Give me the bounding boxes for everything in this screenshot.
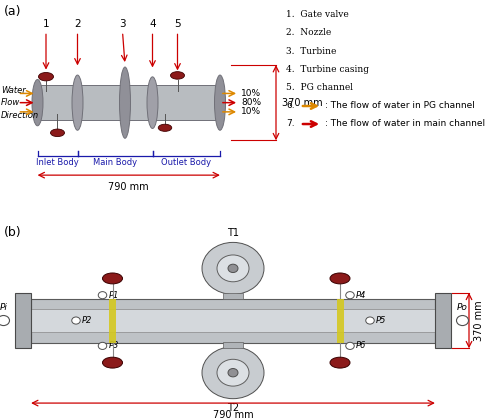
Text: Po: Po [457,303,468,312]
Ellipse shape [170,72,184,79]
Text: (a): (a) [4,5,21,18]
Text: T2: T2 [227,403,239,413]
Ellipse shape [72,317,80,324]
Ellipse shape [202,242,264,295]
Ellipse shape [0,316,10,326]
Ellipse shape [32,80,43,126]
Text: 4.  Turbine casing: 4. Turbine casing [286,65,369,73]
Bar [336,299,344,343]
Text: 5.  PG channel: 5. PG channel [286,83,353,91]
Ellipse shape [120,67,130,138]
Ellipse shape [330,357,350,368]
Text: 370 mm: 370 mm [282,98,323,108]
Text: 3.  Turbine: 3. Turbine [286,47,337,55]
Ellipse shape [158,124,172,132]
Ellipse shape [72,75,83,130]
Text: 2.  Nozzle: 2. Nozzle [286,28,331,37]
Bar [223,342,243,349]
Text: 80%: 80% [241,98,261,107]
Text: 790 mm: 790 mm [108,182,149,192]
Text: 1: 1 [42,19,50,29]
Text: P6: P6 [356,341,366,350]
Text: P5: P5 [376,316,386,325]
Ellipse shape [217,359,249,386]
Text: P4: P4 [356,291,366,300]
Ellipse shape [366,317,374,324]
Ellipse shape [346,342,354,349]
Text: 6.: 6. [286,101,294,109]
Text: Water: Water [1,85,26,95]
Text: 1.  Gate valve: 1. Gate valve [286,10,349,19]
Bar [223,292,243,299]
Ellipse shape [202,347,264,399]
Text: 7.: 7. [286,119,294,127]
Ellipse shape [217,255,249,282]
Text: Main Body: Main Body [93,158,137,166]
Text: 3: 3 [119,19,126,29]
Ellipse shape [98,292,106,299]
Ellipse shape [228,369,238,377]
Bar [109,299,116,343]
Text: (b): (b) [4,226,21,239]
Ellipse shape [38,72,54,81]
Text: 370 mm: 370 mm [474,300,484,341]
Bar [15,292,31,349]
Text: : The flow of water in PG channel: : The flow of water in PG channel [325,101,475,109]
Text: Pi: Pi [0,303,8,312]
Text: 10%: 10% [241,89,261,98]
Text: 790 mm: 790 mm [212,410,254,419]
Text: Flow: Flow [1,98,20,107]
Text: Outlet Body: Outlet Body [161,158,212,166]
Ellipse shape [330,273,350,284]
Ellipse shape [214,75,226,130]
Text: Inlet Body: Inlet Body [36,158,79,166]
Text: 4: 4 [149,19,156,29]
Text: 10%: 10% [241,107,261,116]
Text: P2: P2 [82,316,92,325]
Ellipse shape [456,316,468,326]
Ellipse shape [147,77,158,129]
Ellipse shape [102,273,122,284]
Bar [38,85,220,121]
Ellipse shape [50,129,64,137]
Text: : The flow of water in main channel: : The flow of water in main channel [325,119,485,127]
Text: P3: P3 [108,341,119,350]
Text: Direction: Direction [1,111,39,120]
Text: 5: 5 [174,19,181,29]
Ellipse shape [102,357,122,368]
Ellipse shape [228,264,238,273]
Ellipse shape [98,342,106,349]
Ellipse shape [346,292,354,299]
Text: T1: T1 [227,228,239,238]
Bar [435,292,451,349]
Bar [31,299,435,343]
Text: 2: 2 [74,19,81,29]
Bar [31,309,435,332]
Text: P1: P1 [108,291,119,300]
